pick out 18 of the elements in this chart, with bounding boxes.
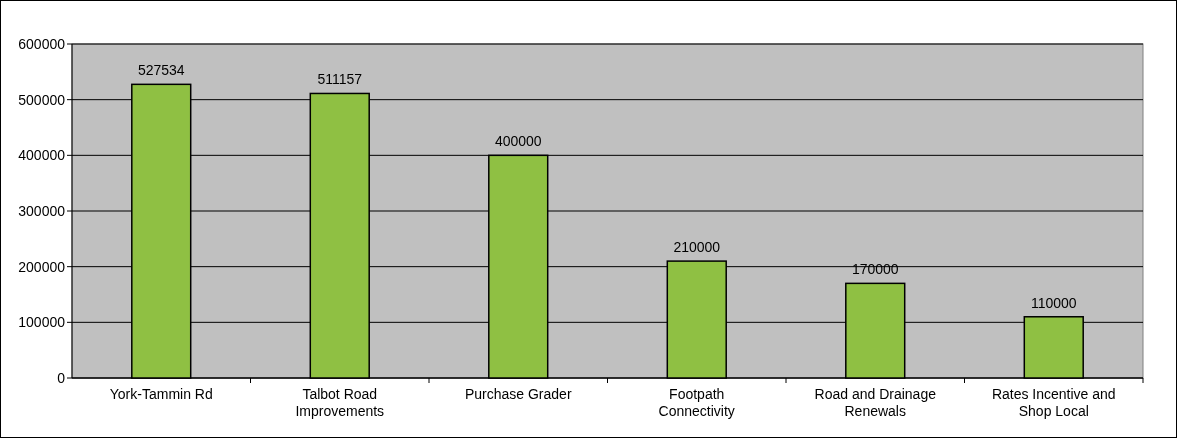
y-tick-label: 300000	[18, 202, 66, 219]
data-label: 527534	[137, 62, 185, 79]
y-tick-label: 400000	[18, 147, 66, 164]
x-tick-label: Road and Drainage Renewals	[814, 386, 937, 419]
x-tick-label: Footpath Connectivity	[658, 386, 735, 419]
data-label: 110000	[1030, 294, 1077, 311]
y-tick-label: 600000	[18, 35, 66, 52]
x-tick-label: Rates Incentive and Shop Local	[991, 386, 1116, 419]
x-tick-label: Purchase Grader	[464, 386, 572, 402]
data-label: 511157	[317, 71, 363, 88]
x-tick-label: Talbot Road Improvements	[295, 386, 385, 419]
data-label: 210000	[673, 239, 721, 256]
data-label: 400000	[494, 133, 542, 150]
y-tick-label: 200000	[18, 258, 66, 275]
y-tick-label: 100000	[18, 314, 66, 331]
y-tick-label: 0	[57, 369, 66, 386]
y-tick-label: 500000	[18, 91, 66, 108]
x-tick-label: York-Tammin Rd	[109, 386, 213, 402]
